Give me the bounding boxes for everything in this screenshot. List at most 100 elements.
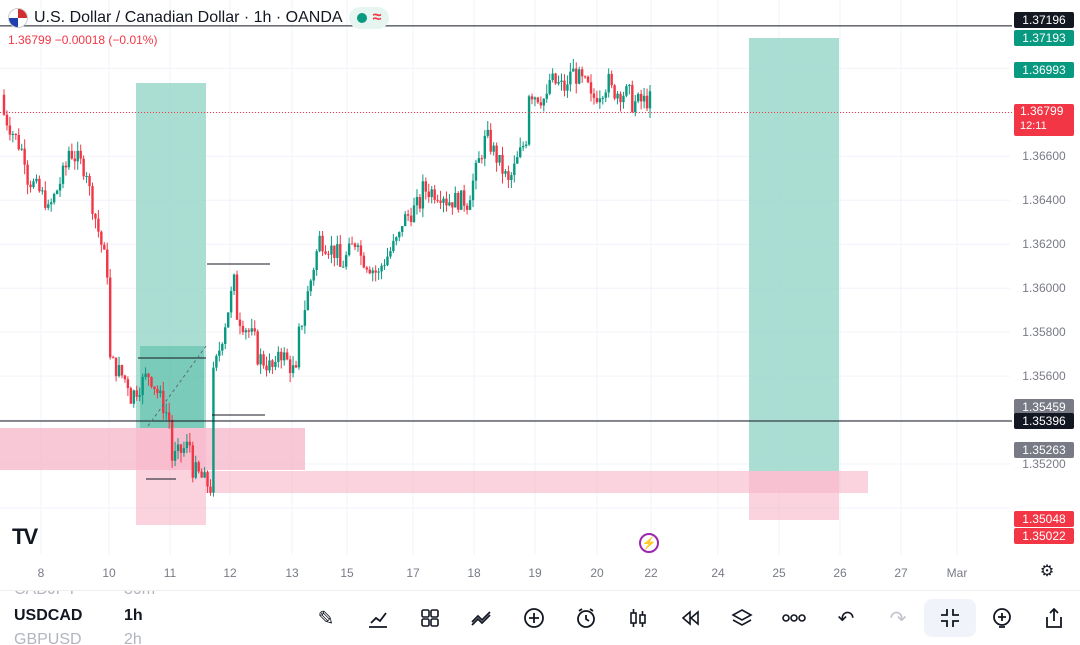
collapse-icon[interactable]: [924, 599, 976, 637]
candle-body: [344, 255, 348, 267]
candle-body: [150, 377, 153, 387]
time-axis-label: 20: [590, 566, 604, 580]
candle-body: [433, 189, 436, 200]
candle-body: [498, 154, 501, 163]
candle-body: [451, 202, 454, 208]
candle-body: [47, 204, 50, 208]
candle-body: [604, 92, 607, 98]
replay-icon[interactable]: [664, 599, 716, 637]
chart-overlays: [0, 25, 1012, 480]
candle-body: [61, 165, 65, 184]
candle-body: [29, 184, 32, 188]
symbol-switcher[interactable]: CADJPY 30m USDCAD 1h GBPUSD 2h: [14, 591, 214, 645]
time-axis-label: 26: [833, 566, 847, 580]
candle-body: [309, 280, 312, 292]
candle-body: [106, 249, 109, 278]
candle-body: [333, 245, 336, 258]
candle-body: [610, 73, 613, 86]
candle-body: [403, 214, 407, 227]
candle-body: [318, 235, 321, 252]
candle-body: [409, 215, 413, 223]
symbol-title[interactable]: U.S. Dollar / Canadian Dollar · 1h · OAN…: [34, 9, 343, 26]
more-icon[interactable]: [768, 599, 820, 637]
candle-body: [235, 274, 239, 320]
candle-body: [607, 73, 610, 93]
candle-body: [238, 319, 242, 326]
candle-body: [592, 93, 596, 98]
candle-body: [598, 98, 602, 103]
candle-body: [347, 243, 351, 256]
candle-body: [321, 235, 324, 252]
candle-body: [486, 129, 489, 136]
time-axis-label: 11: [164, 566, 177, 580]
candle-body: [32, 181, 35, 188]
candle-body: [2, 94, 6, 115]
candle-body: [88, 175, 91, 187]
candle-body: [294, 365, 298, 368]
market-status-badge[interactable]: ≈: [348, 7, 390, 29]
candle-body: [256, 331, 259, 365]
indicators-icon[interactable]: [352, 599, 404, 637]
candle-body: [637, 93, 640, 102]
layers-icon[interactable]: [716, 599, 768, 637]
symbol-row[interactable]: CADJPY 30m: [14, 591, 214, 599]
price-chart[interactable]: 8 10 11 12 13 15 17 18 19 20 22 24 25 26 27 Mar: [0, 0, 1080, 590]
candle-body: [194, 462, 197, 478]
candle-body: [377, 271, 380, 273]
candle-body: [533, 97, 537, 100]
candle-body: [639, 93, 643, 102]
add-icon[interactable]: [508, 599, 560, 637]
candle-body: [545, 93, 548, 99]
candle-body: [247, 330, 251, 332]
candle-body: [527, 96, 531, 145]
redo-icon[interactable]: ↷: [889, 607, 907, 630]
candle-body: [156, 389, 159, 394]
candle-body: [495, 145, 498, 163]
candle-body: [530, 96, 534, 100]
candle-body: [200, 471, 203, 478]
candle-body: [132, 390, 135, 404]
candle-body: [551, 73, 554, 81]
candle-body: [539, 102, 543, 106]
candles-icon[interactable]: [612, 599, 664, 637]
brush-icon[interactable]: ✎: [317, 607, 335, 630]
candle-body: [141, 376, 144, 396]
compare-icon[interactable]: [456, 599, 508, 637]
candle-body: [20, 148, 23, 150]
candle-body: [622, 95, 625, 103]
candle-body: [111, 357, 115, 359]
candle-body: [82, 158, 85, 177]
loss-zone-right: [749, 471, 839, 520]
chart-settings-icon[interactable]: ⚙: [1039, 563, 1055, 580]
candle-body: [226, 312, 230, 328]
candle-body: [271, 360, 274, 367]
candle-body: [365, 267, 369, 270]
price-label: 1.35459: [1014, 399, 1074, 416]
share-icon[interactable]: [1028, 599, 1080, 637]
symbol-interval: 2h: [124, 631, 142, 645]
wave-icon: ≈: [372, 9, 382, 26]
time-axis-label: 12: [223, 566, 237, 580]
candle-body: [474, 162, 478, 181]
candle-body: [519, 147, 522, 158]
symbol-row-selected[interactable]: USDCAD 1h: [14, 607, 214, 625]
candle-body: [324, 251, 327, 254]
candle-body: [300, 325, 304, 327]
candle-body: [613, 85, 616, 99]
flash-icon[interactable]: ⚡: [639, 533, 659, 553]
candle-body: [631, 84, 634, 113]
candle-body: [589, 82, 593, 94]
symbol-name: CADJPY: [14, 591, 124, 599]
trend-line: [147, 345, 207, 427]
add-to-watchlist-icon[interactable]: [976, 599, 1028, 637]
alert-icon[interactable]: [560, 599, 612, 637]
undo-icon[interactable]: ↶: [837, 607, 855, 630]
candle-body: [8, 125, 12, 135]
candle-body: [64, 165, 68, 168]
layouts-icon[interactable]: [404, 599, 456, 637]
candle-body: [572, 68, 575, 72]
symbol-row[interactable]: GBPUSD 2h: [14, 631, 214, 645]
bottom-toolbar: CADJPY 30m USDCAD 1h GBPUSD 2h ✎: [0, 590, 1080, 645]
tradingview-logo-icon[interactable]: TV: [12, 524, 38, 549]
time-axis-label: 19: [528, 566, 542, 580]
